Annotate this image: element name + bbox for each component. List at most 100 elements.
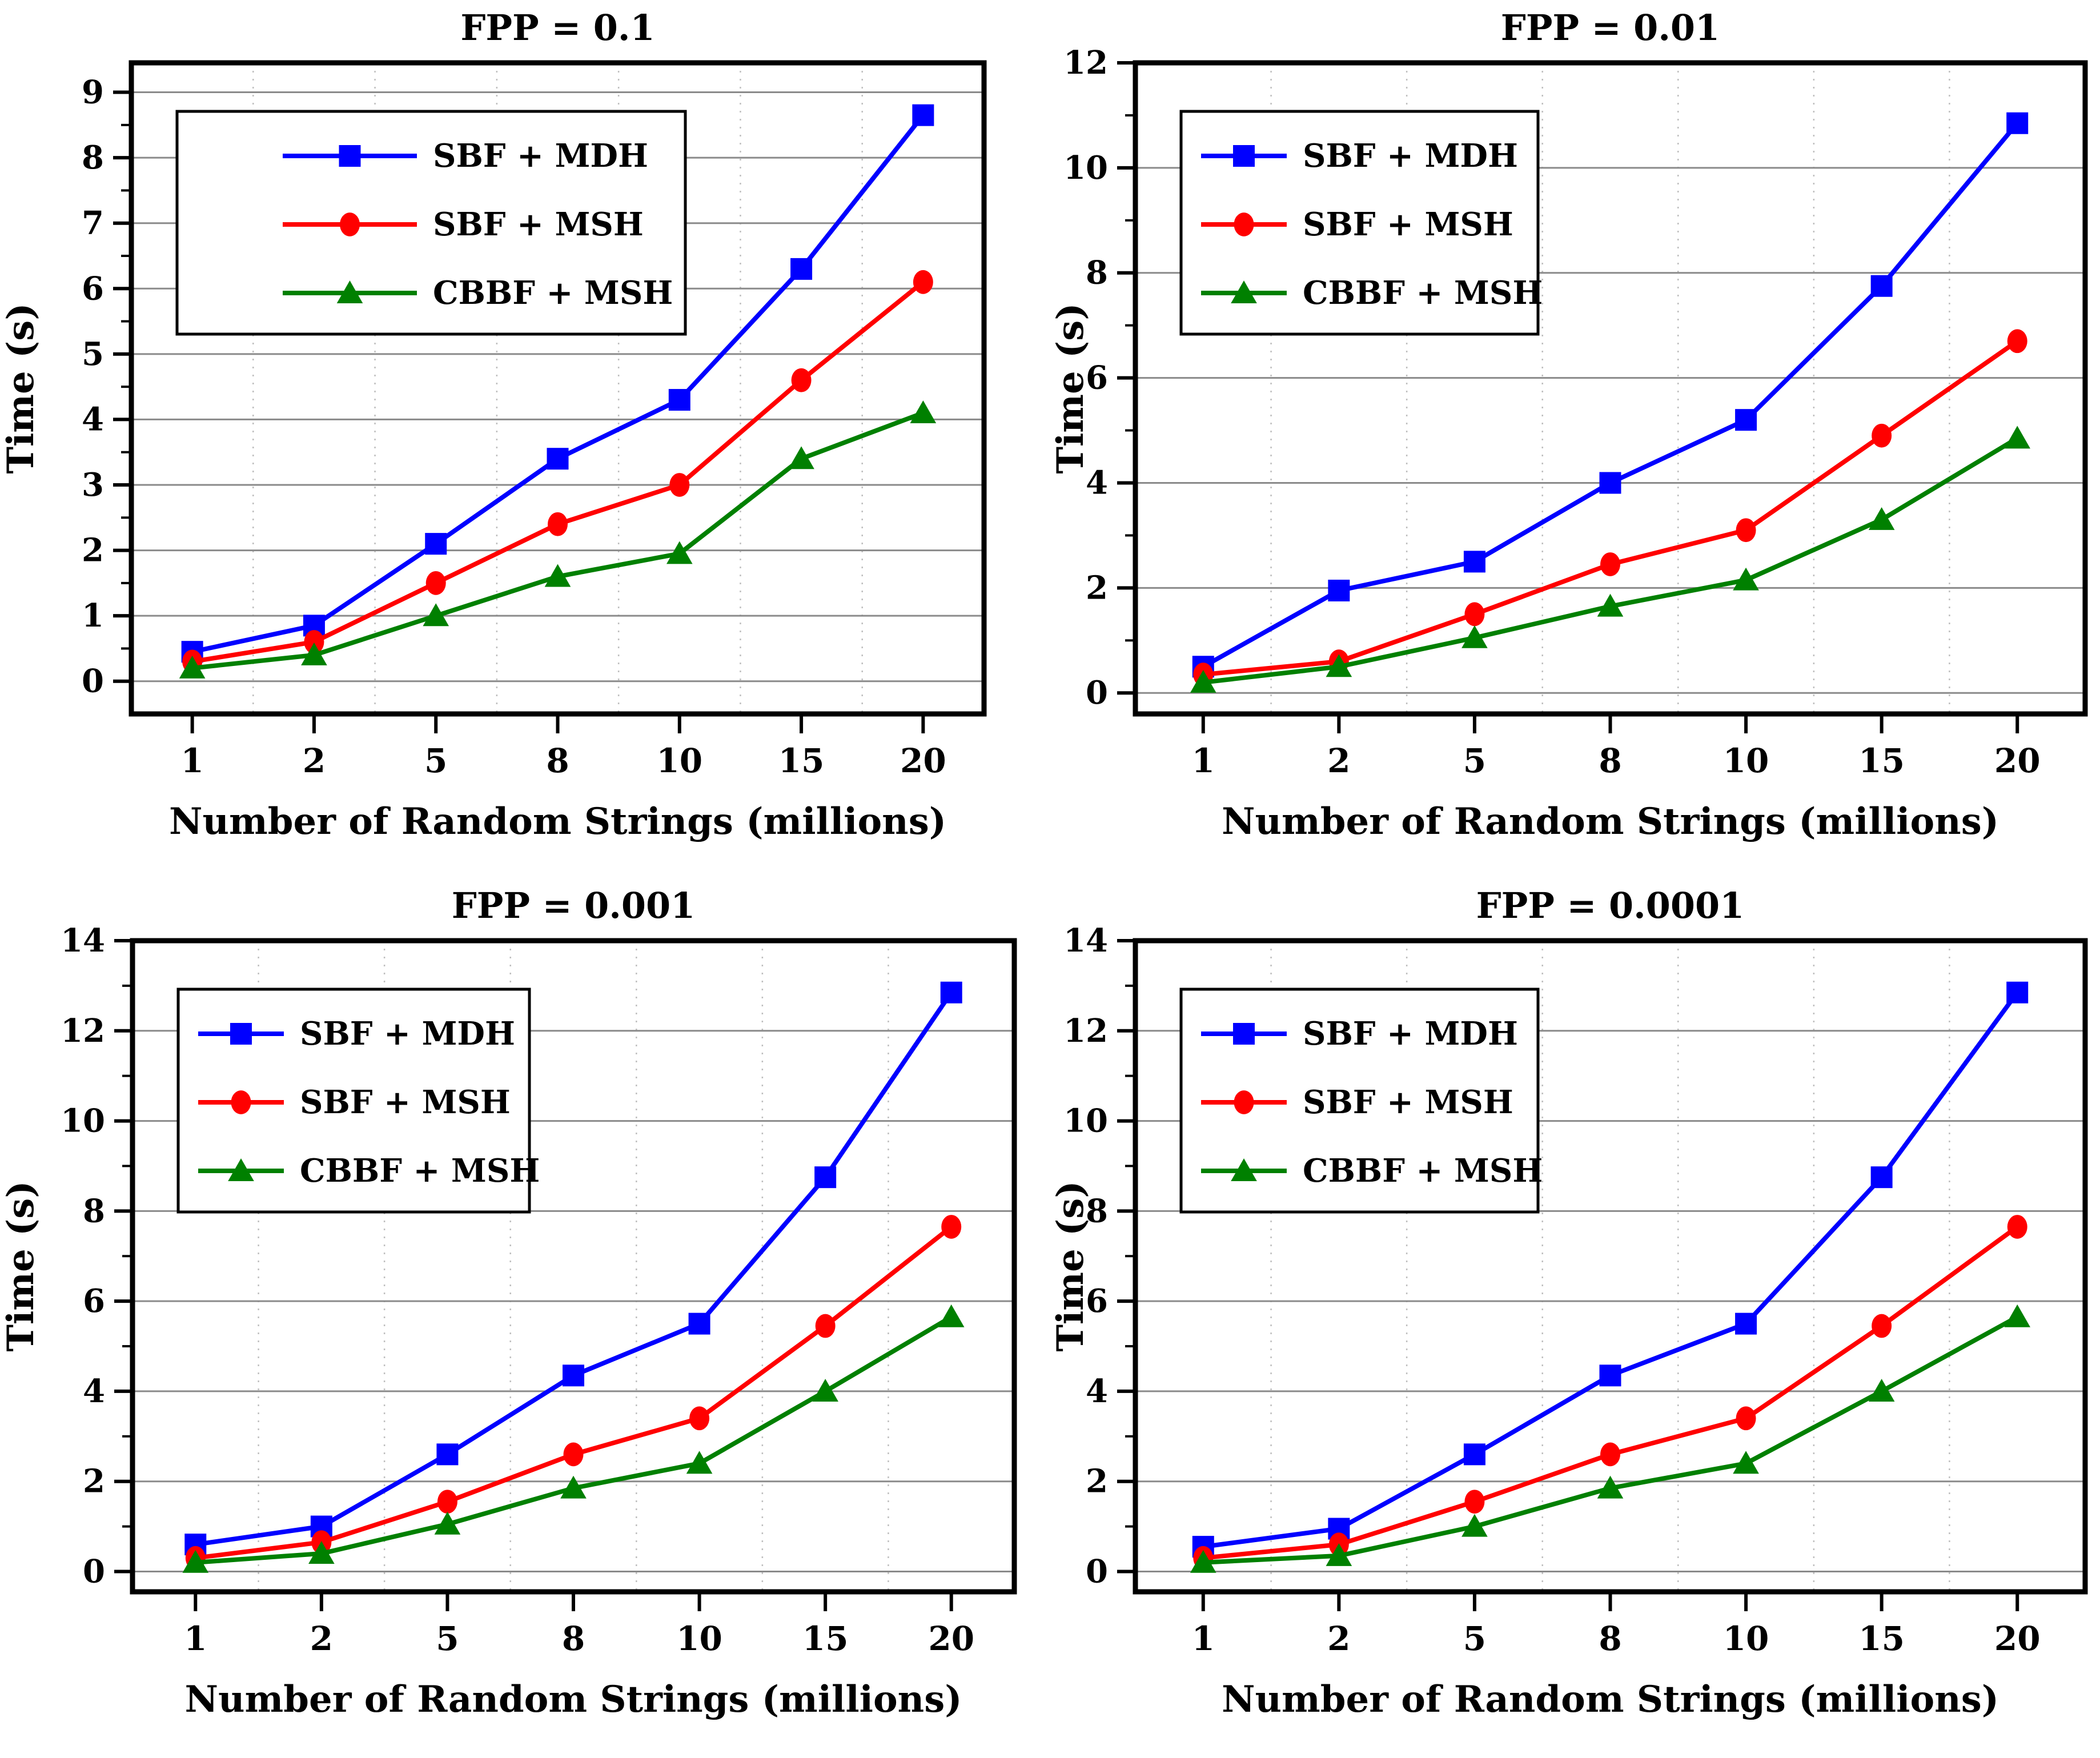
data-point-marker xyxy=(2007,329,2027,354)
x-tick-label: 2 xyxy=(1327,1619,1350,1658)
x-tick-label: 1 xyxy=(184,1619,207,1658)
series-line xyxy=(190,279,926,664)
data-point-marker xyxy=(1464,602,1485,627)
legend-label: SBF + MSH xyxy=(1303,1083,1513,1121)
x-tick-label: 5 xyxy=(436,1619,459,1658)
x-tick-label: 1 xyxy=(1192,741,1215,780)
x-tick-label: 15 xyxy=(1858,741,1905,780)
data-point-marker xyxy=(1326,1543,1352,1566)
data-point-marker xyxy=(1464,1490,1485,1514)
y-tick-label: 4 xyxy=(1086,1372,1108,1410)
chart-title: FPP = 0.001 xyxy=(452,885,696,926)
y-axis-label: Time (s) xyxy=(1050,1181,1092,1351)
y-tick-label: 4 xyxy=(1086,464,1108,501)
y-tick-label: 12 xyxy=(61,1012,105,1050)
chart-cell-fpp-0.001: 0 2 4 6 8 10 12 14 1 2 5 8 10 15 20 FPP = 0.001 Number o… xyxy=(0,878,1050,1756)
legend-label: CBBF + MSH xyxy=(300,1152,540,1190)
data-point-marker xyxy=(548,512,568,536)
x-tick-label: 15 xyxy=(802,1619,849,1658)
y-tick-label: 6 xyxy=(82,270,104,307)
data-point-marker xyxy=(1190,669,1216,693)
y-tick-label: 3 xyxy=(82,466,104,504)
legend-box xyxy=(175,110,687,336)
legend-label: SBF + MDH xyxy=(433,137,648,175)
x-tick-label: 2 xyxy=(310,1619,333,1658)
plot-frame xyxy=(1133,60,2088,717)
y-tick-label: 6 xyxy=(1086,1282,1108,1320)
x-axis-label: Number of Random Strings (millions) xyxy=(1222,800,1999,843)
x-tick-label: 20 xyxy=(1994,741,2041,780)
legend-marker xyxy=(1231,280,1257,304)
y-tick-label: 5 xyxy=(82,335,104,373)
chart-cell-fpp-0.01: 0 2 4 6 8 10 12 1 2 5 8 10 15 20 FPP = 0.01 Number of R… xyxy=(1049,0,2100,878)
legend-label: SBF + MSH xyxy=(1303,206,1513,243)
y-tick-label: 2 xyxy=(1086,1463,1108,1500)
x-tick-label: 8 xyxy=(1599,741,1621,780)
data-point-marker xyxy=(1868,1379,1895,1402)
chart-title: FPP = 0.1 xyxy=(460,7,655,49)
x-tick-label: 10 xyxy=(1723,1619,1769,1658)
chart-cell-fpp-0.1: 0 1 2 3 4 5 6 7 8 9 1 2 5 8 10 15 20 FPP = 0.1 Number of R… xyxy=(0,0,1050,878)
data-point-marker xyxy=(436,1443,459,1466)
x-axis-label: Number of Random Strings (millions) xyxy=(1222,1678,1999,1721)
x-tick-label: 20 xyxy=(900,741,946,780)
data-point-marker xyxy=(1870,275,1893,297)
legend-label: SBF + MDH xyxy=(1303,137,1518,175)
data-point-marker xyxy=(668,389,690,411)
data-point-marker xyxy=(301,643,327,665)
data-point-marker xyxy=(2004,1304,2031,1327)
y-tick-label: 0 xyxy=(1086,1552,1108,1590)
legend-label: SBF + MSH xyxy=(300,1083,511,1121)
data-point-marker xyxy=(1736,518,1756,543)
chart-fpp-0.1: 0 1 2 3 4 5 6 7 8 9 1 2 5 8 10 15 20 FPP = 0.1 Number of R… xyxy=(0,7,987,843)
data-point-marker xyxy=(913,270,933,294)
data-point-marker xyxy=(669,473,690,497)
data-point-marker xyxy=(688,1313,710,1335)
legend-marker xyxy=(1231,1158,1257,1182)
y-tick-label: 4 xyxy=(83,1372,105,1410)
y-tick-label: 12 xyxy=(1063,1012,1108,1050)
legend-label: SBF + MDH xyxy=(1303,1015,1518,1053)
legend-label: CBBF + MSH xyxy=(433,274,673,312)
data-point-marker xyxy=(812,1379,838,1402)
series-line xyxy=(1200,1314,2020,1565)
y-axis-label: Time (s) xyxy=(1050,303,1092,473)
x-tick-label: 5 xyxy=(1463,1619,1486,1658)
legend-marker xyxy=(336,280,363,304)
data-point-marker xyxy=(304,630,324,654)
data-point-marker xyxy=(437,1490,457,1514)
data-point-marker xyxy=(1597,593,1624,617)
y-tick-label: 14 xyxy=(61,922,105,960)
data-point-marker xyxy=(1597,1475,1624,1499)
data-point-marker xyxy=(940,981,962,1004)
plot-frame xyxy=(129,60,987,717)
y-axis-label: Time (s) xyxy=(0,1181,42,1351)
data-point-marker xyxy=(1872,423,1892,448)
data-point-marker xyxy=(666,541,693,564)
chart-title: FPP = 0.0001 xyxy=(1476,885,1745,926)
chart-cell-fpp-0.0001: 0 2 4 6 8 10 12 14 1 2 5 8 10 15 20 FPP = 0.0001 Number … xyxy=(1049,878,2100,1756)
data-point-marker xyxy=(563,1364,584,1387)
data-point-marker xyxy=(1872,1314,1892,1338)
legend-label: SBF + MSH xyxy=(433,206,644,243)
data-point-marker xyxy=(425,533,447,555)
x-tick-label: 10 xyxy=(1723,741,1769,780)
y-tick-label: 0 xyxy=(83,1552,105,1590)
data-point-marker xyxy=(434,1511,461,1535)
data-point-marker xyxy=(788,446,814,469)
legend-label: SBF + MDH xyxy=(300,1015,515,1053)
data-point-marker xyxy=(1600,1442,1620,1467)
y-tick-label: 6 xyxy=(1086,359,1108,397)
y-tick-label: 12 xyxy=(1063,44,1108,82)
data-point-marker xyxy=(912,104,934,126)
data-point-marker xyxy=(2006,981,2029,1004)
legend-marker xyxy=(1234,212,1254,236)
data-point-marker xyxy=(2004,426,2031,449)
data-point-marker xyxy=(179,655,206,679)
data-point-marker xyxy=(308,1541,335,1564)
data-point-marker xyxy=(182,1550,209,1573)
y-tick-label: 6 xyxy=(83,1282,105,1320)
data-point-marker xyxy=(1463,1443,1485,1466)
